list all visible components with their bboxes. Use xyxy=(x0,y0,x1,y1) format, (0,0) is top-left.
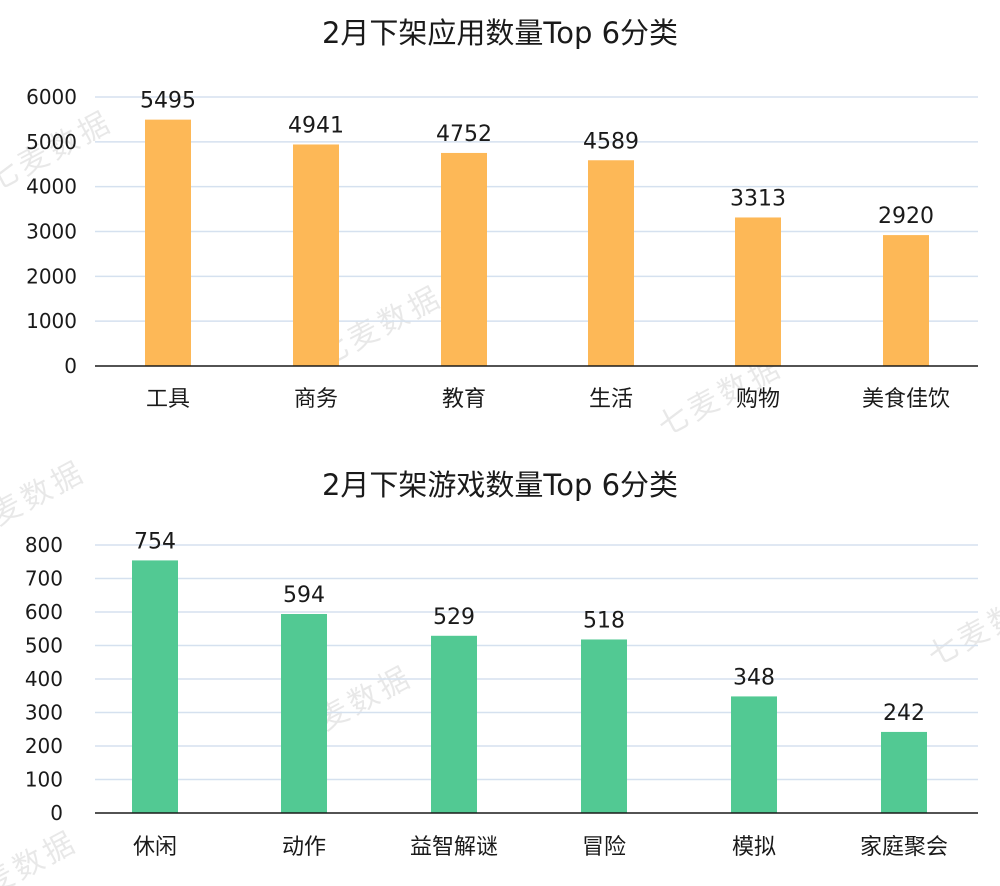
games-removed-chart: 2月下架游戏数量Top 6分类 0 100 200 300 400 500 600 700 800… xyxy=(25,468,978,860)
data-label: 3313 xyxy=(730,186,786,211)
data-label: 348 xyxy=(733,665,775,690)
category-label: 模拟 xyxy=(732,835,776,860)
y-tick-label: 100 xyxy=(25,768,63,792)
category-label: 冒险 xyxy=(582,835,626,860)
watermark-text: 七麦数据 xyxy=(0,824,84,886)
category-label: 教育 xyxy=(442,387,486,412)
y-tick-label: 4000 xyxy=(26,175,77,199)
bar xyxy=(581,639,627,813)
data-label: 529 xyxy=(433,605,475,630)
bar xyxy=(281,614,327,813)
category-label: 工具 xyxy=(146,387,190,412)
data-label: 518 xyxy=(583,608,625,633)
bar xyxy=(883,235,929,366)
watermark-text: 七麦数据 xyxy=(922,579,1000,674)
bar xyxy=(441,152,487,366)
y-tick-label: 200 xyxy=(25,734,63,758)
category-label: 家庭聚会 xyxy=(860,835,948,860)
category-label: 商务 xyxy=(294,387,338,412)
category-label: 生活 xyxy=(589,387,633,412)
bar xyxy=(132,560,178,813)
data-label: 754 xyxy=(134,529,176,554)
category-label: 美食佳饮 xyxy=(862,387,950,412)
y-tick-label: 1000 xyxy=(26,309,77,333)
bar xyxy=(293,144,339,366)
chart-title: 2月下架应用数量Top 6分类 xyxy=(322,16,678,50)
y-tick-label: 2000 xyxy=(26,264,77,288)
bar xyxy=(588,160,634,366)
data-label: 4752 xyxy=(436,122,492,147)
bar xyxy=(731,696,777,813)
bar xyxy=(881,731,927,813)
data-label: 4589 xyxy=(583,129,639,154)
bar xyxy=(431,635,477,813)
data-label: 2920 xyxy=(878,204,934,229)
y-tick-label: 500 xyxy=(25,634,63,658)
y-tick-label: 6000 xyxy=(26,85,77,109)
bar xyxy=(145,119,191,366)
category-label: 休闲 xyxy=(133,835,177,860)
y-tick-label: 800 xyxy=(25,533,63,557)
bar xyxy=(735,217,781,366)
data-label: 242 xyxy=(883,701,925,726)
apps-removed-chart: 2月下架应用数量Top 6分类 0 1000 2000 3000 4000 5000 6000… xyxy=(26,16,978,412)
chart-title: 2月下架游戏数量Top 6分类 xyxy=(322,468,678,502)
y-tick-label: 400 xyxy=(25,667,63,691)
y-tick-label: 5000 xyxy=(26,130,77,154)
y-tick-label: 0 xyxy=(50,801,63,825)
y-tick-label: 700 xyxy=(25,567,63,591)
category-label: 动作 xyxy=(282,835,326,860)
y-tick-label: 600 xyxy=(25,600,63,624)
data-label: 594 xyxy=(283,583,325,608)
y-tick-label: 300 xyxy=(25,701,63,725)
data-label: 5495 xyxy=(140,89,196,114)
category-label: 购物 xyxy=(736,387,780,412)
y-tick-label: 3000 xyxy=(26,220,77,244)
y-tick-label: 0 xyxy=(64,354,77,378)
data-label: 4941 xyxy=(288,113,344,138)
category-label: 益智解谜 xyxy=(410,835,498,860)
